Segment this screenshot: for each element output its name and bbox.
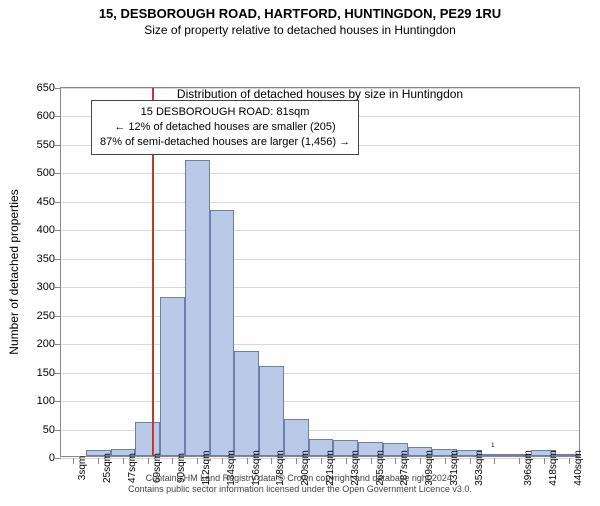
grid-line: [61, 202, 579, 203]
y-tick: [55, 202, 61, 203]
histogram-bar: [210, 210, 235, 456]
x-tick: [544, 458, 545, 464]
y-tick-label: 0: [23, 452, 55, 464]
grid-line: [61, 373, 579, 374]
x-tick: [569, 458, 570, 464]
y-tick: [55, 116, 61, 117]
grid-line: [61, 344, 579, 345]
grid-line: [61, 230, 579, 231]
x-tick: [271, 458, 272, 464]
x-tick: [346, 458, 347, 464]
x-tick: [494, 458, 495, 464]
y-tick: [55, 230, 61, 231]
x-tick: [519, 458, 520, 464]
y-tick: [55, 259, 61, 260]
chart-area: Number of detached properties 0501001502…: [60, 87, 580, 457]
grid-line: [61, 173, 579, 174]
annotation-line-3: 87% of semi-detached houses are larger (…: [100, 135, 350, 150]
y-tick-label: 500: [23, 167, 55, 179]
x-tick: [371, 458, 372, 464]
x-tick: [445, 458, 446, 464]
y-tick-label: 50: [23, 424, 55, 436]
y-tick-label: 150: [23, 367, 55, 379]
x-tick: [148, 458, 149, 464]
plot-area: 0501001502002503003504004505005506006503…: [60, 87, 580, 457]
histogram-bar: [482, 454, 507, 456]
x-tick: [296, 458, 297, 464]
histogram-bar: [185, 160, 210, 456]
y-tick-label: 200: [23, 338, 55, 350]
y-tick: [55, 430, 61, 431]
grid-line: [61, 401, 579, 402]
footer-line-1: Contains HM Land Registry data © Crown c…: [0, 473, 600, 485]
y-tick: [55, 344, 61, 345]
y-tick: [55, 88, 61, 89]
y-tick-label: 400: [23, 224, 55, 236]
footer-line-2: Contains public sector information licen…: [0, 484, 600, 496]
histogram-bar: [259, 366, 284, 456]
annotation-line-1: 15 DESBOROUGH ROAD: 81sqm: [100, 105, 350, 120]
x-tick: [123, 458, 124, 464]
annotation-line-2: ← 12% of detached houses are smaller (20…: [100, 120, 350, 135]
x-tick: [222, 458, 223, 464]
y-tick-label: 350: [23, 253, 55, 265]
y-tick-label: 450: [23, 196, 55, 208]
histogram-bar: [234, 351, 259, 456]
y-tick: [55, 458, 61, 459]
x-tick: [470, 458, 471, 464]
annotation-box: 15 DESBOROUGH ROAD: 81sqm← 12% of detach…: [91, 100, 359, 155]
y-tick: [55, 145, 61, 146]
x-tick: [197, 458, 198, 464]
grid-line: [61, 259, 579, 260]
chart-title: 15, DESBOROUGH ROAD, HARTFORD, HUNTINGDO…: [0, 6, 600, 21]
x-tick: [321, 458, 322, 464]
y-tick-label: 600: [23, 110, 55, 122]
y-tick-label: 300: [23, 281, 55, 293]
y-axis-label: Number of detached properties: [7, 189, 21, 354]
small-annotation: 1: [491, 442, 495, 449]
x-tick: [247, 458, 248, 464]
x-tick: [395, 458, 396, 464]
grid-line: [61, 88, 579, 89]
y-tick-label: 250: [23, 310, 55, 322]
y-tick: [55, 401, 61, 402]
x-tick: [172, 458, 173, 464]
x-tick: [420, 458, 421, 464]
grid-line: [61, 287, 579, 288]
histogram-bar: [160, 297, 185, 456]
y-tick: [55, 287, 61, 288]
chart-subtitle: Size of property relative to detached ho…: [0, 23, 600, 37]
y-tick-label: 100: [23, 395, 55, 407]
footer-attribution: Contains HM Land Registry data © Crown c…: [0, 473, 600, 496]
histogram-bar: [135, 422, 160, 456]
y-tick: [55, 316, 61, 317]
y-tick: [55, 173, 61, 174]
y-tick-label: 650: [23, 82, 55, 94]
grid-line: [61, 458, 579, 459]
y-tick-label: 550: [23, 139, 55, 151]
x-tick: [73, 458, 74, 464]
y-tick: [55, 373, 61, 374]
x-tick: [98, 458, 99, 464]
grid-line: [61, 316, 579, 317]
